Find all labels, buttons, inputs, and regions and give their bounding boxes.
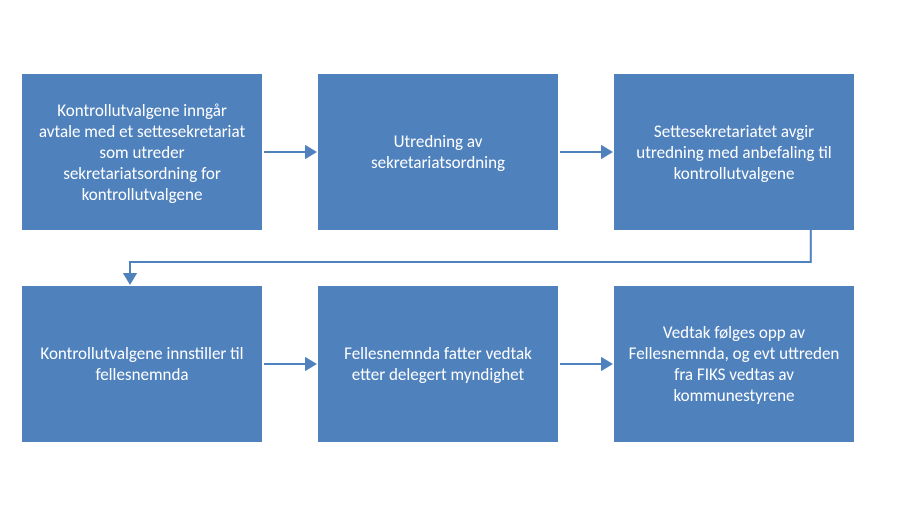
flow-node-n6: Vedtak følges opp av Fellesnemnda, og ev… bbox=[614, 286, 854, 442]
flow-arrow-n1-n2 bbox=[262, 132, 318, 172]
flow-node-n3: Settesekretariatet avgir utredning med a… bbox=[614, 74, 854, 230]
flow-node-label: Settesekretariatet avgir utredning med a… bbox=[628, 121, 840, 184]
flow-arrow-n4-n5 bbox=[262, 344, 318, 384]
flow-node-n1: Kontrollutvalgene inngår avtale med et s… bbox=[22, 74, 262, 230]
flow-node-n5: Fellesnemnda fatter vedtak etter deleger… bbox=[318, 286, 558, 442]
flow-arrow-n5-n6 bbox=[558, 344, 614, 384]
flow-node-label: Vedtak følges opp av Fellesnemnda, og ev… bbox=[628, 322, 840, 406]
flow-node-n4: Kontrollutvalgene innstiller til fellesn… bbox=[22, 286, 262, 442]
flow-node-label: Fellesnemnda fatter vedtak etter deleger… bbox=[332, 343, 544, 385]
flow-arrow-n2-n3 bbox=[558, 132, 614, 172]
flow-node-n2: Utredning av sekretariatsordning bbox=[318, 74, 558, 230]
flow-node-label: Kontrollutvalgene innstiller til fellesn… bbox=[36, 343, 248, 385]
flow-node-label: Utredning av sekretariatsordning bbox=[332, 131, 544, 173]
flow-arrow-n3-n4 bbox=[110, 228, 831, 288]
flow-node-label: Kontrollutvalgene inngår avtale med et s… bbox=[36, 100, 248, 205]
